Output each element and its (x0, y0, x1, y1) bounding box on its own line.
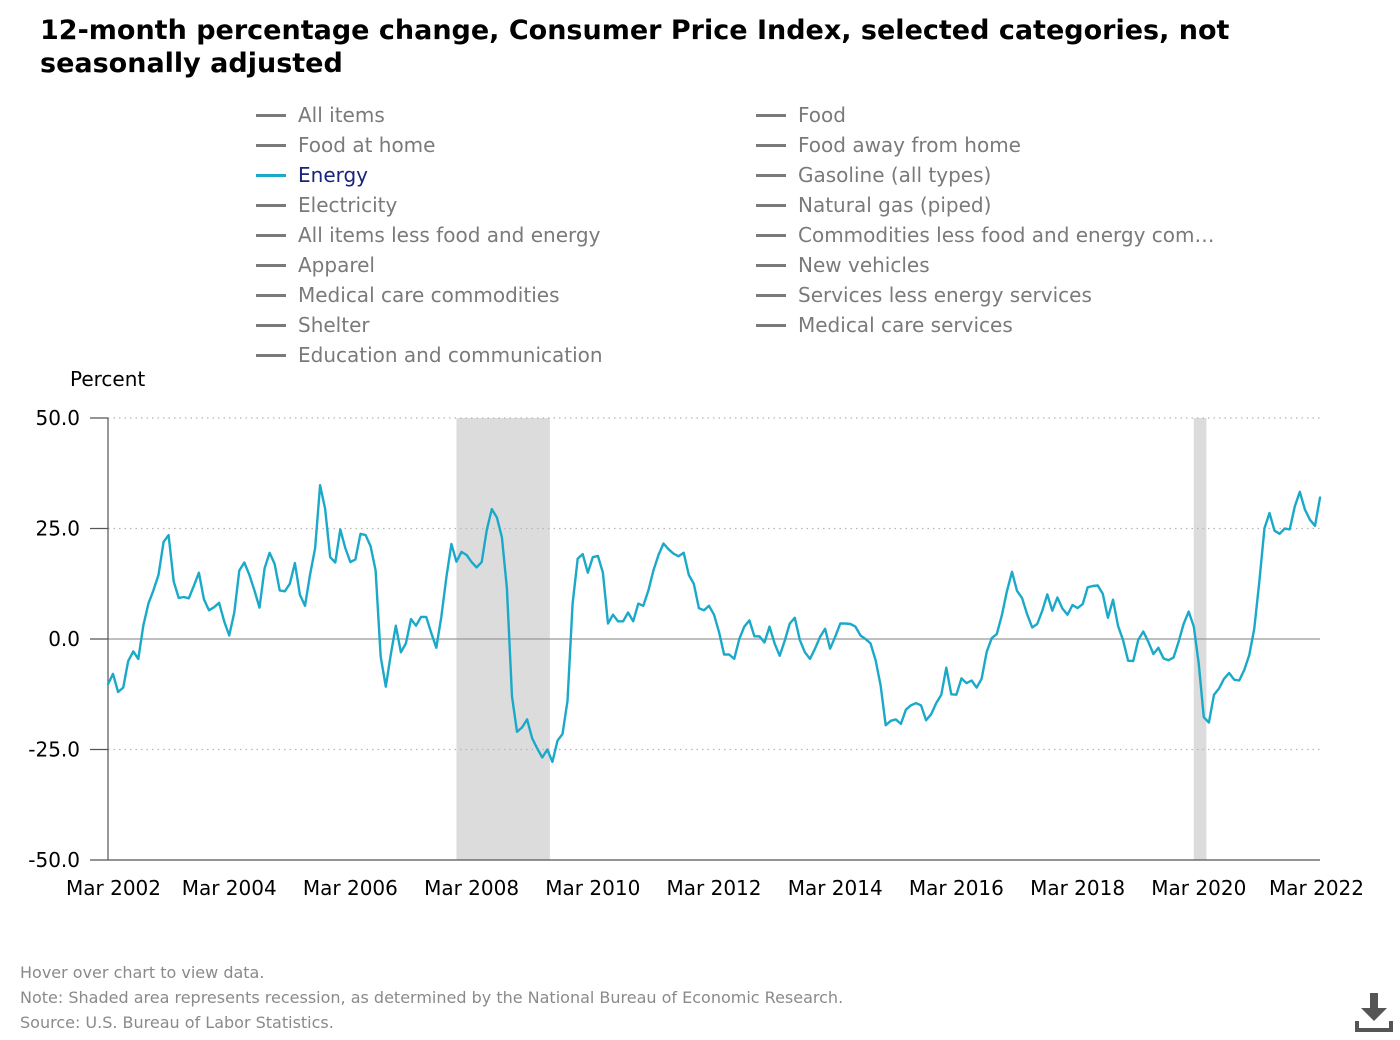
legend-label: Commodities less food and energy com… (798, 223, 1215, 247)
legend-item[interactable]: Energy (256, 160, 368, 190)
legend-label: Shelter (298, 313, 370, 337)
legend-label: New vehicles (798, 253, 930, 277)
legend-item[interactable]: Food (756, 100, 846, 130)
x-tick-label: Mar 2022 (1269, 876, 1364, 900)
legend-item[interactable]: Education and communication (256, 340, 603, 370)
chart-title: 12-month percentage change, Consumer Pri… (40, 15, 1230, 79)
legend-item[interactable]: Food at home (256, 130, 435, 160)
y-tick-label: -25.0 (28, 738, 80, 762)
legend-swatch (256, 263, 286, 267)
legend-item[interactable]: Medical care commodities (256, 280, 559, 310)
chart-notes: Hover over chart to view data. Note: Sha… (20, 960, 843, 1035)
x-tick-label: Mar 2014 (788, 876, 883, 900)
legend-swatch (756, 113, 786, 117)
legend-item[interactable]: Apparel (256, 250, 375, 280)
legend-label: Gasoline (all types) (798, 163, 992, 187)
y-axis-label: Percent (70, 367, 146, 391)
x-tick-label: Mar 2010 (545, 876, 640, 900)
y-tick-label: 50.0 (35, 406, 80, 430)
legend-label: Energy (298, 163, 369, 187)
legend-swatch (256, 353, 286, 357)
legend-swatch (256, 143, 286, 147)
download-icon[interactable] (1352, 990, 1396, 1034)
y-tick-label: 25.0 (35, 517, 80, 541)
legend-swatch (756, 143, 786, 147)
x-tick-label: Mar 2020 (1151, 876, 1246, 900)
legend-label: Apparel (298, 253, 375, 277)
legend-item[interactable]: New vehicles (756, 250, 930, 280)
energy-series-line[interactable] (106, 483, 1322, 764)
legend-label: Medical care commodities (298, 283, 560, 307)
legend-swatch (756, 203, 786, 207)
legend-item[interactable]: All items less food and energy (256, 220, 600, 250)
legend-swatch (756, 293, 786, 297)
legend-item[interactable]: Medical care services (756, 310, 1013, 340)
hover-hint: Hover over chart to view data. (20, 963, 265, 982)
legend-label: Education and communication (298, 343, 603, 367)
legend-label: All items (298, 103, 385, 127)
legend-swatch (756, 323, 786, 327)
recession-note: Note: Shaded area represents recession, … (20, 988, 844, 1007)
legend-swatch (256, 293, 286, 297)
legend-label: Services less energy services (798, 283, 1092, 307)
x-tick-label: Mar 2016 (909, 876, 1004, 900)
legend-swatch (756, 263, 786, 267)
legend-label: Food at home (298, 133, 436, 157)
legend-swatch (256, 203, 286, 207)
legend-label: Electricity (298, 193, 398, 217)
y-tick-label: -50.0 (28, 848, 80, 872)
legend-label: Food (798, 103, 846, 127)
legend-label: Natural gas (piped) (798, 193, 992, 217)
source-note: Source: U.S. Bureau of Labor Statistics. (20, 1013, 334, 1032)
legend-item[interactable]: All items (256, 100, 385, 130)
legend-item[interactable]: Natural gas (piped) (756, 190, 991, 220)
x-tick-label: Mar 2012 (667, 876, 762, 900)
legend-swatch (256, 323, 286, 327)
legend-item[interactable]: Food away from home (756, 130, 1021, 160)
x-tick-label: Mar 2004 (182, 876, 277, 900)
y-tick-label: 0.0 (48, 627, 80, 651)
line-chart[interactable]: 50.0 25.0 0.0 -25.0 -50.0 Mar 2002 Mar 2004 Mar… (0, 395, 1400, 915)
legend-item[interactable]: Gasoline (all types) (756, 160, 991, 190)
legend-item[interactable]: Shelter (256, 310, 370, 340)
x-tick-label: Mar 2002 (66, 876, 161, 900)
x-tick-label: Mar 2018 (1030, 876, 1125, 900)
legend-label: Food away from home (798, 133, 1021, 157)
legend-swatch (256, 173, 286, 177)
legend-item[interactable]: Commodities less food and energy com… (756, 220, 1215, 250)
legend-item[interactable]: Services less energy services (756, 280, 1092, 310)
x-tick-label: Mar 2006 (303, 876, 398, 900)
legend-item[interactable]: Electricity (256, 190, 397, 220)
legend-swatch (256, 113, 286, 117)
legend-label: All items less food and energy (298, 223, 601, 247)
legend-swatch (756, 173, 786, 177)
x-tick-label: Mar 2008 (424, 876, 519, 900)
legend: All items Food Food at home Food away from … (0, 0, 1400, 380)
legend-swatch (756, 233, 786, 237)
legend-label: Medical care services (798, 313, 1013, 337)
legend-swatch (256, 233, 286, 237)
